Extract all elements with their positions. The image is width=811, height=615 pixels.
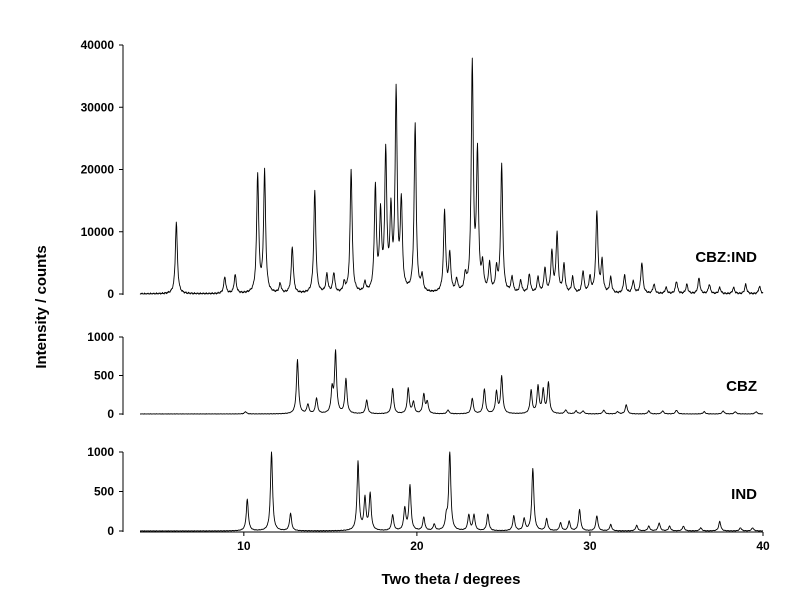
y-tick-label: 1000 bbox=[87, 445, 114, 459]
panel-2: 0 500 1000 10 20 30 40 IND bbox=[87, 445, 770, 553]
x-tick-label: 20 bbox=[410, 539, 424, 553]
panels-group: 010000200003000040000CBZ:IND05001000CBZ0… bbox=[81, 38, 770, 553]
y-tick-label: 10000 bbox=[81, 225, 115, 239]
series-label: CBZ bbox=[726, 378, 757, 395]
y-tick-label: 500 bbox=[94, 485, 114, 499]
series-label: CBZ:IND bbox=[695, 249, 757, 266]
y-tick-label: 1000 bbox=[87, 330, 114, 344]
panel-0: 0 10000 20000 30000 40000 CBZ:IND bbox=[81, 38, 764, 301]
y-tick-label: 30000 bbox=[81, 100, 115, 114]
y-tick-label: 0 bbox=[107, 407, 114, 421]
series-trace-cbz-ind bbox=[139, 57, 764, 295]
x-tick-label: 10 bbox=[237, 539, 251, 553]
x-tick-label: 40 bbox=[756, 539, 770, 553]
series-label: IND bbox=[731, 486, 757, 503]
y-axis-title: Intensity / counts bbox=[33, 245, 50, 368]
y-tick-label: 40000 bbox=[81, 38, 115, 52]
x-tick-label: 30 bbox=[583, 539, 597, 553]
y-tick-label: 0 bbox=[107, 524, 114, 538]
y-tick-label: 0 bbox=[107, 287, 114, 301]
panel-1: 0 500 1000 CBZ bbox=[87, 330, 764, 421]
x-axis-title: Two theta / degrees bbox=[382, 571, 521, 588]
y-tick-label: 500 bbox=[94, 369, 114, 383]
series-trace-cbz bbox=[139, 349, 764, 415]
series-trace-ind bbox=[139, 451, 764, 532]
y-tick-label: 20000 bbox=[81, 163, 115, 177]
